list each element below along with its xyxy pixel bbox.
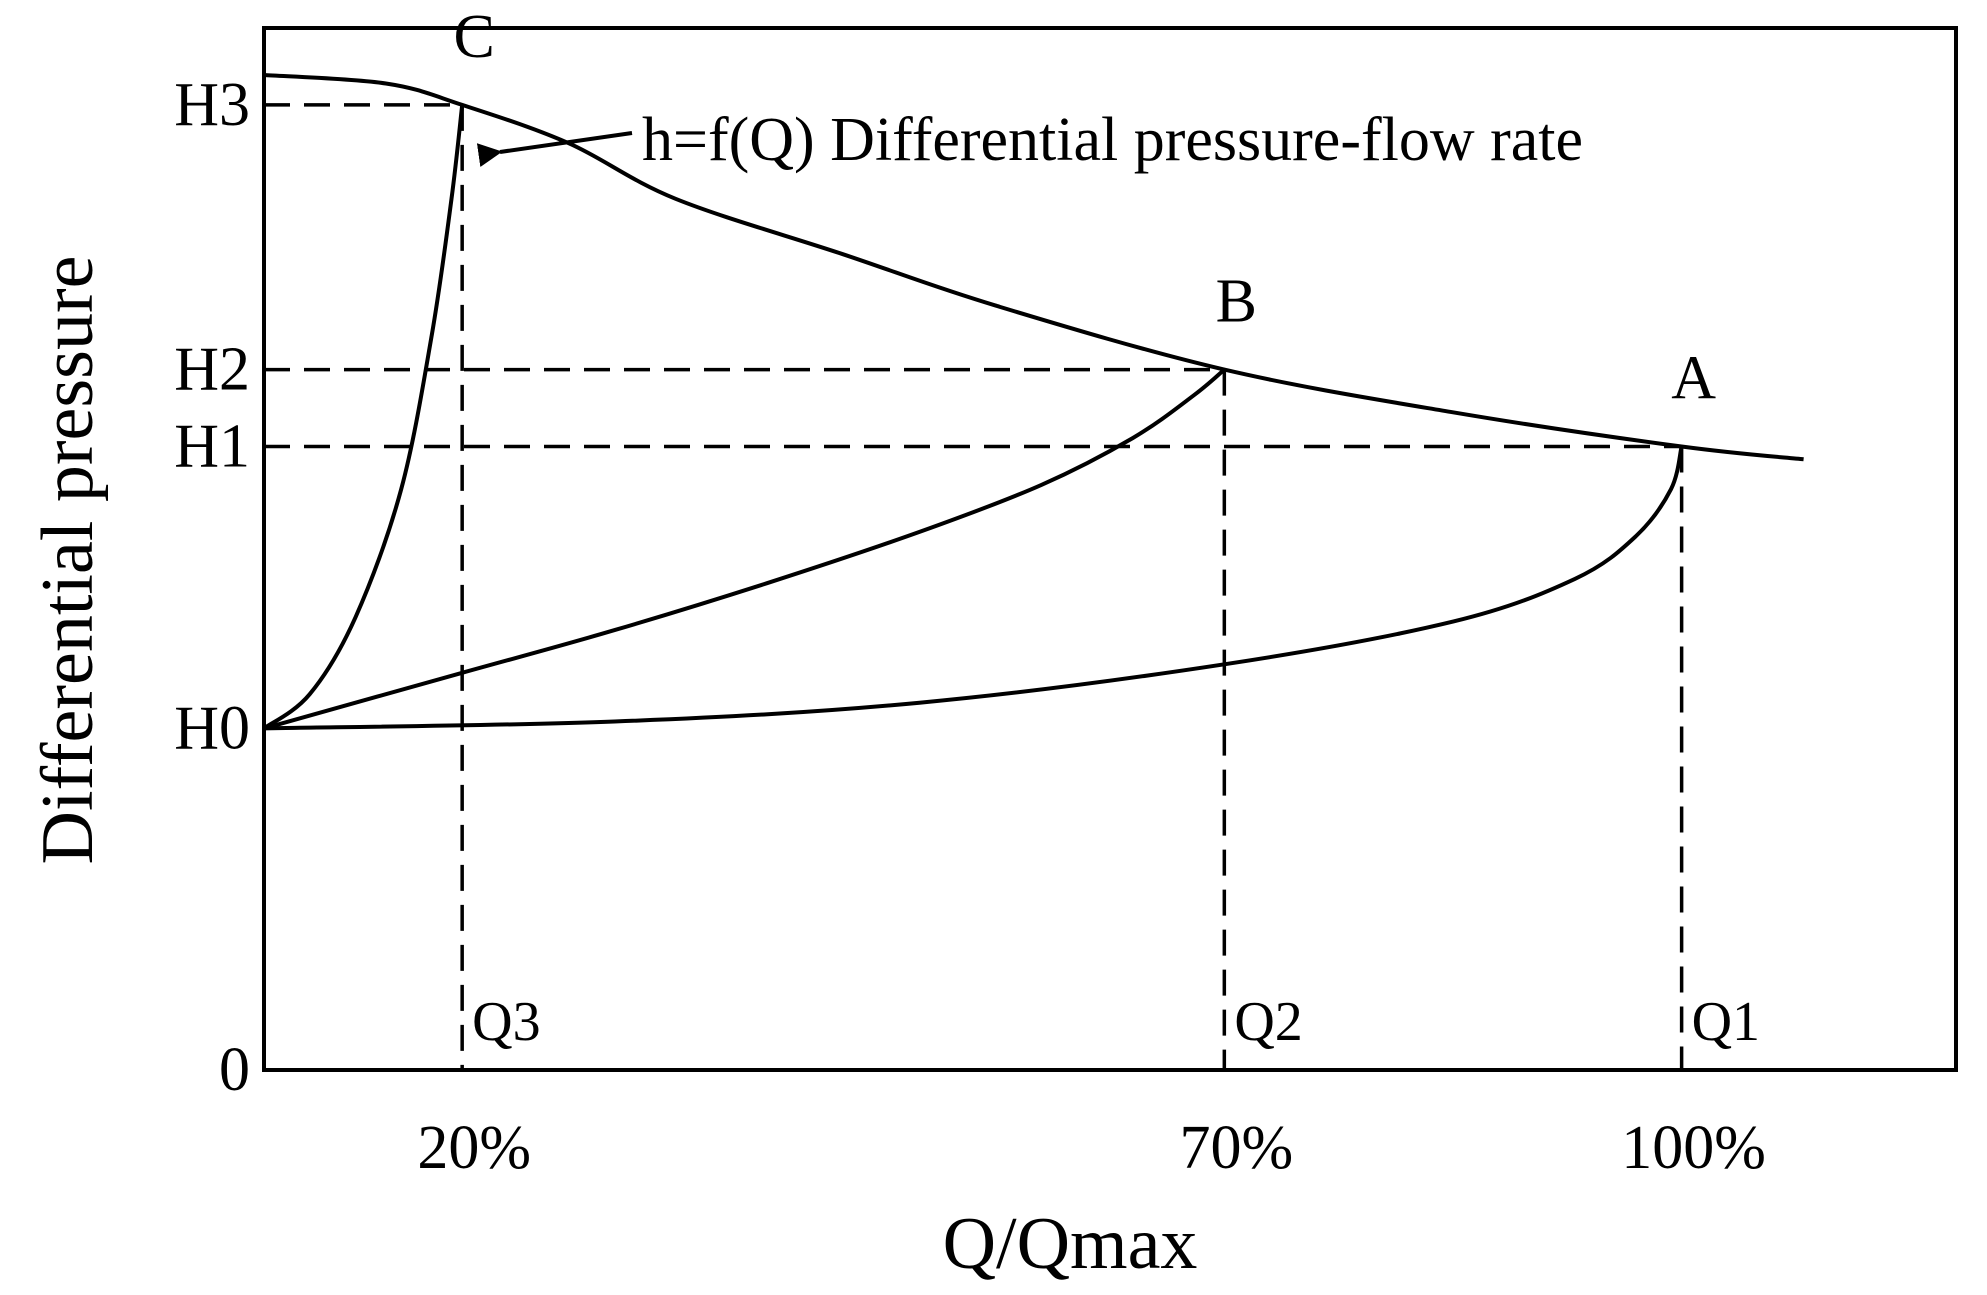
x-tick-label-q3: 20%	[417, 1114, 531, 1182]
annotation-arrow	[476, 131, 633, 167]
x-tick-label-q2: 70%	[1179, 1114, 1293, 1182]
valve-curve-c	[262, 104, 465, 731]
valve-curve-a	[263, 446, 1684, 731]
plot-frame	[262, 26, 1958, 1072]
q-label-q3: Q3	[472, 991, 540, 1053]
labels: 0 H0 H1 H2 H3 20% 70% 100% Q3 Q2 Q1 A B C	[174, 3, 1766, 1182]
valve-curve-b	[263, 368, 1226, 731]
reference-dash-lines	[264, 103, 1684, 1070]
y-tick-label-h1: H1	[174, 413, 250, 481]
y-tick-label-h3: H3	[174, 71, 250, 139]
q-label-q1: Q1	[1692, 991, 1760, 1053]
annotation-label: h=f(Q) Differential pressure-flow rate	[642, 106, 1583, 174]
point-label-b: B	[1216, 268, 1257, 336]
point-label-c: C	[453, 3, 494, 71]
curves	[262, 73, 1804, 731]
y-tick-label-0: 0	[219, 1036, 250, 1104]
q-label-q2: Q2	[1234, 991, 1302, 1053]
x-axis-title: Q/Qmax	[943, 1203, 1198, 1285]
x-tick-label-q1: 100%	[1621, 1114, 1766, 1182]
y-axis-title: Differential pressure	[27, 256, 109, 865]
y-tick-label-h0: H0	[174, 694, 250, 762]
y-tick-label-h2: H2	[174, 336, 250, 404]
point-label-a: A	[1671, 345, 1716, 413]
